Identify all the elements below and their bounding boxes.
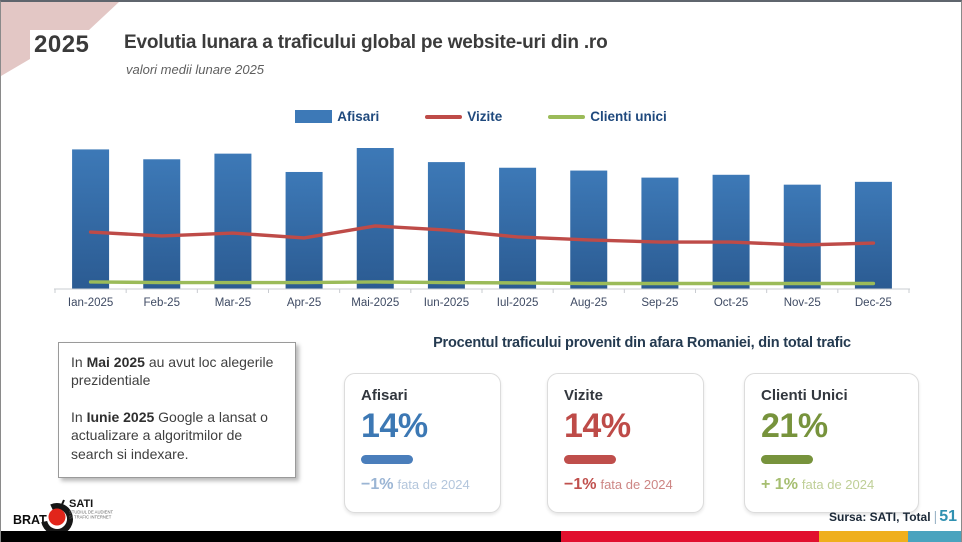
slide-year: 2025 [34,31,90,58]
kpi-delta-suffix: fata de 2024 [397,477,470,492]
bottom-strip [1,531,961,542]
month-label-Dec-25: Dec-25 [855,297,892,309]
kpi-delta-value: + 1% [761,476,798,493]
annotation-box: In Mai 2025 au avut loc alegerile prezid… [58,342,296,479]
kpi-delta-suffix: fata de 2024 [801,477,875,492]
brat-sati-logo: BRAT SATI STUDIUL DE AUDIENTA SI TRAFIC … [13,498,113,535]
logo-stem-icon [59,499,65,510]
strip-segment [819,531,908,542]
kpi-title: Vizite [564,387,603,404]
month-label-Mai-2025: Mai-2025 [351,297,399,309]
kpi-accent-pill [564,455,616,464]
clienti-unici-swatch-icon [548,114,586,119]
kpi-title: Afisari [361,387,408,404]
kpi-delta-value: −1% [564,476,597,493]
kpi-delta: −1% fata de 2024 [361,476,484,494]
kpi-value: 14% [564,407,631,445]
legend-item-vizite: Vizite [425,109,502,124]
kpi-delta: −1% fata de 2024 [564,476,687,494]
bar-Sep-25 [641,177,679,289]
bar-Iul-2025 [499,167,537,289]
legend-label-clienti-unici: Clienti unici [590,109,667,124]
kpi-delta-suffix: fata de 2024 [600,477,673,492]
month-label-Iul-2025: Iul-2025 [497,297,539,309]
page-subtitle: valori medii lunare 2025 [126,62,265,77]
annotation-paragraph-2: In Iunie 2025 Google a lansat o actualiz… [71,408,268,462]
clienti-unici-line [88,280,876,286]
kpi-card-afisari: Afisari 14% −1% fata de 2024 [344,373,501,513]
kpi-card-vizite: Vizite 14% −1% fata de 2024 [547,373,704,513]
page-number: 51 [939,508,957,525]
bar-Dec-25 [854,181,892,289]
kpi-accent-pill [761,455,813,464]
month-label-Sep-25: Sep-25 [641,297,678,309]
legend-item-clienti-unici: Clienti unici [548,109,667,124]
legend-item-afisari: Afisari [295,109,379,124]
kpi-value: 21% [761,407,828,445]
traffic-chart: Ian-2025 Feb-25 Mar-25 Apr-25 Mai-2025 Iun-20… [54,148,910,309]
bar-Ian-2025 [72,149,110,289]
kpi-title: Clienti Unici [761,387,848,404]
annotation-paragraph-1: In Mai 2025 au avut loc alegerile prezid… [71,354,274,389]
bar-Feb-25 [143,159,181,289]
month-label-Aug-25: Aug-25 [570,297,607,309]
legend-label-afisari: Afisari [337,109,380,124]
bar-Oct-25 [712,174,750,289]
logo-tagline-1: STUDIUL DE AUDIENTA [69,510,113,515]
chart-legend: Afisari Vizite Clienti unici [1,109,961,124]
kpi-delta: + 1% fata de 2024 [761,476,902,494]
logo-sati-text: SATI [69,498,93,510]
kpi-card-clienti-unici: Clienti Unici 21% + 1% fata de 2024 [744,373,919,513]
bar-Mai-2025 [356,148,394,289]
bar-Apr-25 [285,171,323,289]
bar-Nov-25 [783,184,821,289]
source-text: Sursa: SATI, Total [828,510,931,524]
vizite-line [88,224,876,247]
kpi-delta-value: −1% [361,476,394,493]
month-label-Ian-2025: Ian-2025 [68,297,113,309]
kpi-value: 14% [361,407,428,445]
bar-Mar-25 [214,153,252,289]
logo-ring-icon [41,503,73,535]
vizite-swatch-icon [425,114,463,119]
month-label-Feb-25: Feb-25 [144,297,180,309]
logo-tagline-2: SI TRAFIC INTERNET [69,515,112,520]
legend-label-vizite: Vizite [467,109,503,124]
section-heading: Procentul traficului provenit din afara … [433,335,851,351]
source-row: Sursa: SATI, Total | 51 [829,508,957,526]
strip-segment [1,531,561,542]
month-label-Apr-25: Apr-25 [287,297,322,309]
bar-Aug-25 [570,170,608,289]
month-label-Oct-25: Oct-25 [714,297,749,309]
logo-brat-text: BRAT [13,513,47,527]
logo-red-dot-icon [48,508,66,526]
source-separator: | [933,508,938,524]
page-title: Evolutia lunara a traficului global pe w… [124,32,608,53]
bar-Iun-2025 [427,162,465,289]
month-label-Nov-25: Nov-25 [784,297,821,309]
strip-segment [908,531,961,542]
kpi-accent-pill [361,455,413,464]
month-label-Mar-25: Mar-25 [215,297,251,309]
month-label-Iun-2025: Iun-2025 [424,297,469,309]
afisari-swatch-icon [295,110,333,123]
strip-segment [561,531,819,542]
